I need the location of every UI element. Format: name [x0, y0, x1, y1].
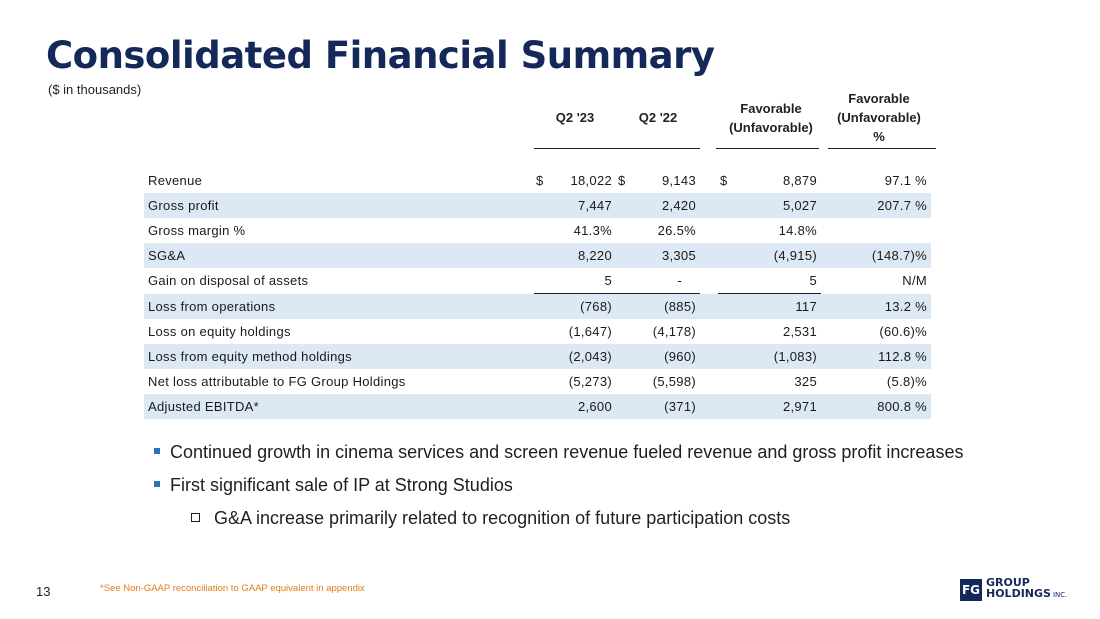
- list-item: First significant sale of IP at Strong S…: [154, 473, 963, 506]
- list-item: Continued growth in cinema services and …: [154, 440, 963, 473]
- row-label: Gross margin %: [148, 223, 246, 238]
- bullet-text: First significant sale of IP at Strong S…: [170, 475, 513, 495]
- logo-mark: FG: [960, 579, 982, 601]
- page-number: 13: [36, 584, 51, 599]
- logo-line1: GROUP: [986, 576, 1030, 589]
- checkbox-bullet-icon: [191, 512, 200, 522]
- units-subtitle: ($ in thousands): [48, 82, 142, 97]
- header-favorable-pct-line1: Favorable: [848, 91, 910, 106]
- cell-q2-23: (5,273): [568, 374, 612, 389]
- header-favorable: Favorable (Unfavorable): [716, 99, 826, 137]
- sub-list-item: G&A increase primarily related to recogn…: [191, 506, 963, 539]
- currency-symbol: $: [536, 173, 544, 188]
- cell-favorable-pct: (148.7)%: [871, 248, 927, 263]
- table-row: Loss from equity method holdings (2,043)…: [144, 344, 931, 369]
- table-row: Gross profit 7,447 2,420 5,027 207.7 %: [144, 193, 931, 218]
- logo-line2: HOLDINGS: [986, 587, 1051, 600]
- cell-q2-23: 41.3%: [573, 223, 612, 238]
- cell-favorable: 5,027: [782, 198, 817, 213]
- cell-favorable-pct: 207.7 %: [877, 198, 927, 213]
- cell-q2-23: 5: [604, 273, 612, 288]
- table-row: SG&A 8,220 3,305 (4,915) (148.7)%: [144, 243, 931, 268]
- cell-q2-22: (4,178): [652, 324, 696, 339]
- table-row: Revenue $18,022 $9,143 $8,879 97.1 %: [144, 168, 931, 193]
- cell-favorable: 14.8%: [778, 223, 817, 238]
- company-logo: FG GROUP HOLDINGS INC.: [960, 577, 1067, 601]
- table-row: Gross margin % 41.3% 26.5% 14.8%: [144, 218, 931, 243]
- cell-favorable-pct: 112.8 %: [878, 349, 927, 364]
- cell-q2-23: 2,600: [577, 399, 612, 414]
- cell-q2-22: 3,305: [661, 248, 696, 263]
- cell-favorable: 5: [809, 273, 817, 288]
- cell-favorable: 8,879: [782, 173, 817, 188]
- cell-q2-22: 26.5%: [657, 223, 696, 238]
- cell-favorable: 325: [794, 374, 817, 389]
- logo-suffix: INC.: [1052, 591, 1068, 599]
- cell-favorable: 117: [795, 299, 817, 314]
- cell-favorable: (1,083): [773, 349, 817, 364]
- cell-q2-22: (885): [664, 299, 696, 314]
- header-favorable-pct-line3: %: [873, 129, 885, 144]
- cell-favorable-pct: 97.1 %: [884, 173, 927, 188]
- header-underline-current: [534, 148, 700, 149]
- cell-q2-23: (1,647): [568, 324, 612, 339]
- table-row: Loss on equity holdings (1,647) (4,178) …: [144, 319, 931, 344]
- cell-favorable: (4,915): [773, 248, 817, 263]
- cell-q2-22: (5,598): [652, 374, 696, 389]
- table-row: Gain on disposal of assets 5 - 5 N/M: [144, 268, 931, 294]
- logo-wordmark: GROUP HOLDINGS INC.: [986, 577, 1067, 601]
- currency-symbol: $: [720, 173, 728, 188]
- cell-favorable: 2,531: [782, 324, 817, 339]
- row-label: SG&A: [144, 243, 534, 268]
- row-label: Gross profit: [144, 193, 534, 218]
- table-row: Adjusted EBITDA* 2,600 (371) 2,971 800.8…: [144, 394, 931, 419]
- header-underline-variance: [716, 148, 819, 149]
- row-label: Net loss attributable to FG Group Holdin…: [148, 374, 406, 389]
- cell-q2-23: (2,043): [568, 349, 612, 364]
- header-q2-22: Q2 '22: [638, 110, 678, 125]
- currency-symbol: $: [618, 173, 626, 188]
- cell-favorable-pct: (60.6)%: [879, 324, 927, 339]
- header-favorable-pct-line2: (Unfavorable): [837, 110, 921, 125]
- header-underline-pct: [828, 148, 936, 149]
- cell-q2-22: (371): [664, 399, 696, 414]
- cell-favorable-pct: (5.8)%: [886, 374, 927, 389]
- header-favorable-pct: Favorable (Unfavorable) %: [824, 89, 934, 146]
- bullet-text: Continued growth in cinema services and …: [170, 442, 964, 462]
- cell-q2-22: 2,420: [661, 198, 696, 213]
- cell-favorable-pct: N/M: [902, 273, 927, 289]
- cell-q2-22: 9,143: [661, 173, 696, 188]
- cell-favorable: 2,971: [782, 399, 817, 414]
- row-label: Gain on disposal of assets: [148, 273, 309, 289]
- cell-q2-23: (768): [580, 299, 612, 314]
- financial-summary-table: Revenue $18,022 $9,143 $8,879 97.1 % Gro…: [144, 168, 931, 419]
- commentary-bullets: Continued growth in cinema services and …: [154, 440, 963, 539]
- header-q2-23: Q2 '23: [555, 110, 595, 125]
- table-row: Net loss attributable to FG Group Holdin…: [144, 369, 931, 394]
- sub-bullet-text: G&A increase primarily related to recogn…: [214, 508, 791, 528]
- footnote: *See Non-GAAP reconciliation to GAAP equ…: [100, 583, 365, 594]
- square-bullet-icon: [154, 448, 160, 455]
- row-label: Loss from equity method holdings: [144, 344, 534, 369]
- cell-favorable-pct: 13.2 %: [884, 298, 927, 314]
- cell-q2-22: -: [677, 273, 682, 288]
- cell-q2-22: (960): [664, 349, 696, 364]
- table-row: Loss from operations (768) (885) 117 13.…: [144, 293, 931, 319]
- cell-q2-23: 8,220: [577, 248, 612, 263]
- cell-q2-23: 7,447: [577, 198, 612, 213]
- header-favorable-line1: Favorable: [740, 101, 802, 116]
- cell-q2-23: 18,022: [570, 173, 612, 188]
- row-label: Adjusted EBITDA*: [144, 394, 534, 419]
- header-favorable-line2: (Unfavorable): [729, 120, 813, 135]
- row-label: Loss on equity holdings: [148, 324, 291, 339]
- row-label: Loss from operations: [144, 293, 534, 319]
- row-label: Revenue: [148, 173, 203, 188]
- square-bullet-icon: [154, 481, 160, 488]
- cell-favorable-pct: 800.8 %: [877, 399, 927, 414]
- page-title: Consolidated Financial Summary: [46, 34, 715, 77]
